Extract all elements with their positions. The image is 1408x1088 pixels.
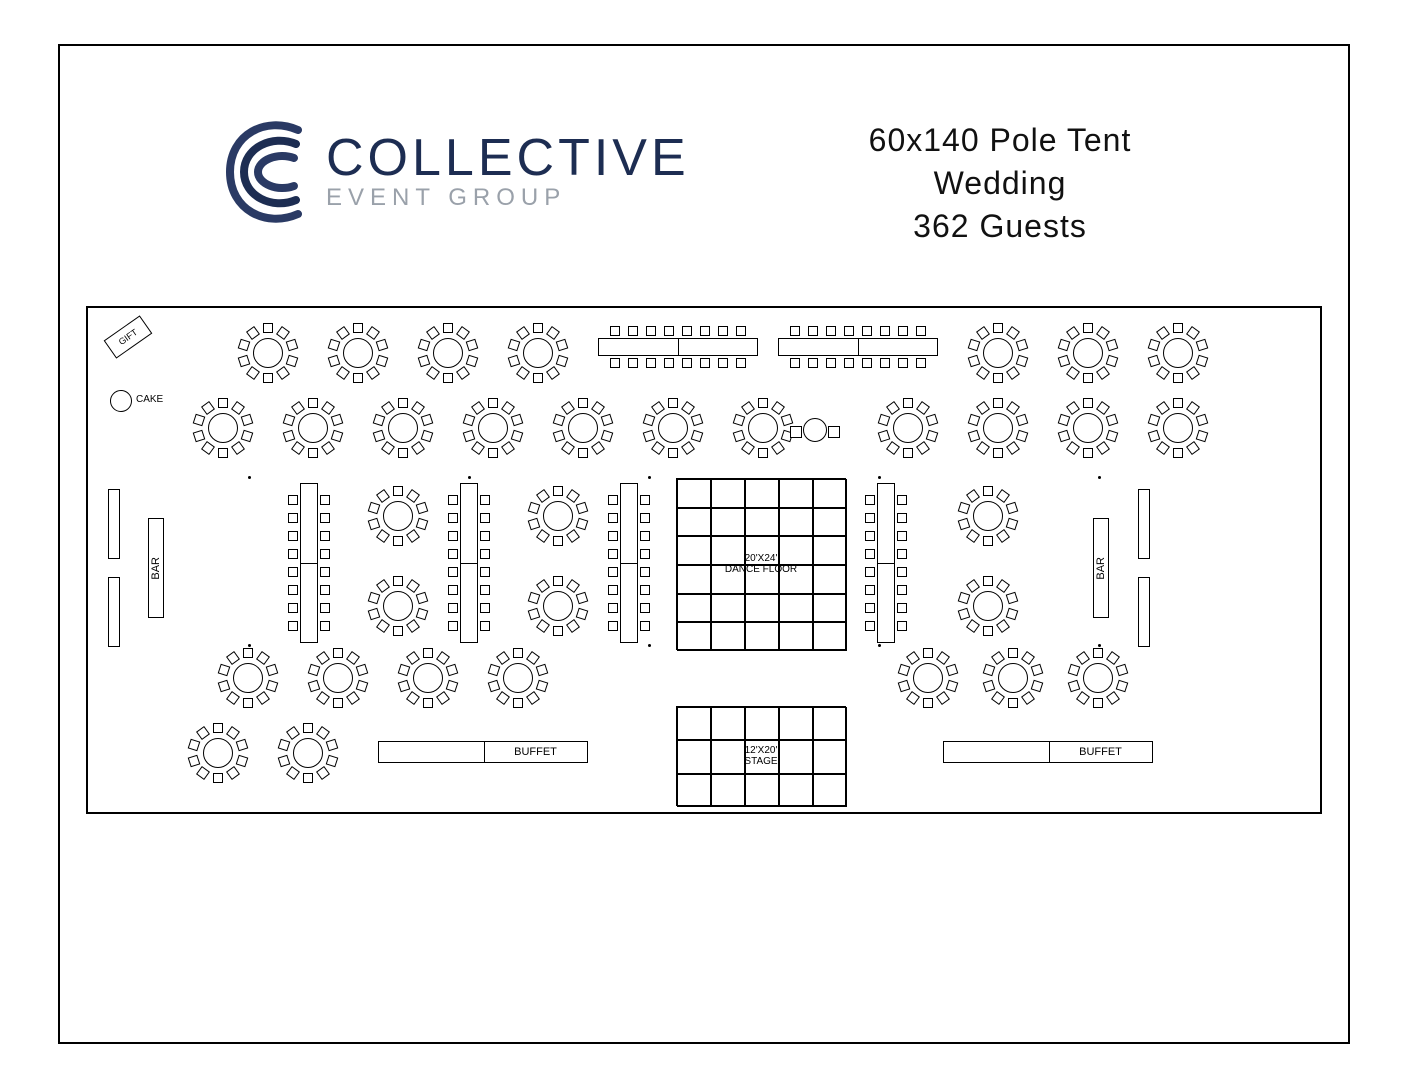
banquet-table-v [448,483,490,643]
round-table [1068,648,1128,708]
document-frame: COLLECTIVE EVENT GROUP 60x140 Pole Tent … [58,44,1350,1044]
round-table [278,723,338,783]
gift-table: GIFT [104,315,153,358]
round-table [418,323,478,383]
round-table [488,648,548,708]
round-table [1148,398,1208,458]
backbar [108,489,120,559]
logo-text: COLLECTIVE EVENT GROUP [326,134,690,210]
round-table [643,398,703,458]
sweetheart-table [803,418,827,442]
round-table [368,576,428,636]
round-table [1058,323,1118,383]
round-table [733,398,793,458]
tent-pole [648,476,651,479]
round-table [508,323,568,383]
tent-pole [468,476,471,479]
tent-pole [1098,476,1101,479]
title-block: 60x140 Pole Tent Wedding 362 Guests [760,116,1240,251]
round-table [528,486,588,546]
round-table [463,398,523,458]
round-table [528,576,588,636]
round-table [193,398,253,458]
banquet-table-h [598,326,758,368]
round-table [898,648,958,708]
bar-right: BAR [1093,518,1109,618]
round-table [1058,398,1118,458]
stage: 12'X20'STAGE [676,706,846,806]
round-table [968,398,1028,458]
round-table [398,648,458,708]
tent-pole [878,644,881,647]
buffet-table: BUFFET [943,741,1153,763]
backbar [108,577,120,647]
tent-pole [1098,644,1101,647]
round-table [553,398,613,458]
round-table [968,323,1028,383]
round-table [983,648,1043,708]
header: COLLECTIVE EVENT GROUP 60x140 Pole Tent … [60,86,1348,286]
banquet-table-v [288,483,330,643]
backbar [1138,489,1150,559]
round-table [368,486,428,546]
tent-pole [248,476,251,479]
floor-plan: 20'X24'DANCE FLOOR 12'X20'STAGE BUFFET BUFF… [86,306,1322,814]
page: COLLECTIVE EVENT GROUP 60x140 Pole Tent … [0,0,1408,1088]
logo-mark-icon [220,116,316,228]
round-table [1148,323,1208,383]
title-line-1: 60x140 Pole Tent [760,122,1240,159]
round-table [308,648,368,708]
title-line-3: 362 Guests [760,208,1240,245]
banquet-table-v [865,483,907,643]
round-table [238,323,298,383]
round-table [958,576,1018,636]
stage-label: 12'X20'STAGE [677,745,845,767]
round-table [373,398,433,458]
buffet-table: BUFFET [378,741,588,763]
dance-floor: 20'X24'DANCE FLOOR [676,478,846,650]
logo-line-1: COLLECTIVE [326,134,690,183]
round-table [958,486,1018,546]
cake-label: CAKE [136,394,163,405]
company-logo: COLLECTIVE EVENT GROUP [220,116,690,228]
tent-pole [878,476,881,479]
cake-table [110,390,132,412]
banquet-table-v [608,483,650,643]
round-table [878,398,938,458]
dance-floor-label: 20'X24'DANCE FLOOR [677,553,845,575]
banquet-table-h [778,326,938,368]
backbar [1138,577,1150,647]
round-table [218,648,278,708]
logo-line-2: EVENT GROUP [326,187,690,210]
round-table [283,398,343,458]
bar-left: BAR [148,518,164,618]
round-table [328,323,388,383]
tent-pole [648,644,651,647]
tent-pole [248,644,251,647]
title-line-2: Wedding [760,165,1240,202]
round-table [188,723,248,783]
